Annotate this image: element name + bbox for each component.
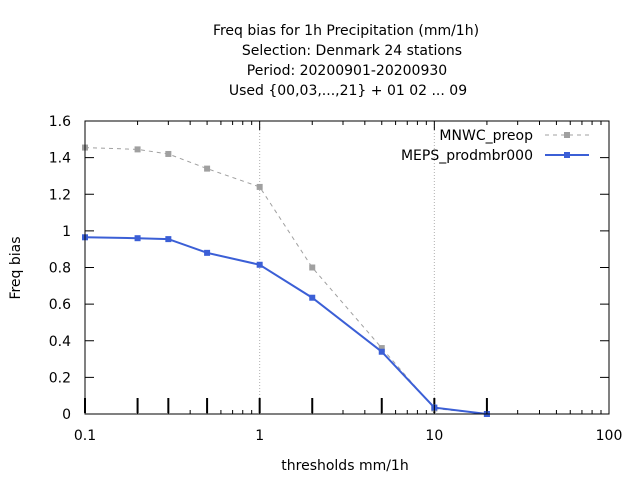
y-tick-label: 1 <box>62 224 71 240</box>
y-axis: 0 0.2 0.4 0.6 0.8 1 1.2 1.4 1.6 <box>49 114 609 423</box>
data-point <box>309 264 316 271</box>
y-tick-label: 1.4 <box>49 151 71 167</box>
x-tick-label: 10 <box>425 428 443 444</box>
data-point <box>204 249 211 256</box>
legend-label: MEPS_prodmbr000 <box>401 148 533 164</box>
series-layer <box>82 144 490 417</box>
y-tick-label: 1.2 <box>49 187 71 203</box>
y-tick-label: 0 <box>62 407 71 423</box>
x-axis: 0.1 1 10 100 <box>74 121 623 444</box>
chart-title: Freq bias for 1h Precipitation (mm/1h) S… <box>213 23 479 99</box>
data-point <box>165 150 172 157</box>
y-axis-label: Freq bias <box>8 236 24 299</box>
title-line-1: Freq bias for 1h Precipitation (mm/1h) <box>213 23 479 39</box>
data-point <box>256 183 263 190</box>
series-line <box>84 236 488 415</box>
y-tick-label: 0.2 <box>49 370 71 386</box>
title-line-3: Period: 20200901-20200930 <box>247 63 447 79</box>
series-MEPS_prodmbr000 <box>82 234 490 417</box>
data-point <box>309 294 316 301</box>
title-line-2: Selection: Denmark 24 stations <box>242 43 462 59</box>
data-point <box>204 165 211 172</box>
data-point <box>256 261 263 268</box>
x-tick-label: 100 <box>596 428 623 444</box>
data-point <box>134 146 141 153</box>
title-line-4: Used {00,03,...,21} + 01 02 ... 09 <box>229 83 467 99</box>
data-point <box>134 235 141 242</box>
x-tick-label: 1 <box>255 428 264 444</box>
legend-marker <box>564 132 570 138</box>
legend-marker <box>564 152 570 158</box>
x-tick-label: 0.1 <box>74 428 96 444</box>
y-tick-label: 0.4 <box>49 334 71 350</box>
data-point <box>378 345 385 352</box>
x-axis-label: thresholds mm/1h <box>281 458 408 474</box>
legend-label: MNWC_preop <box>439 128 533 144</box>
y-tick-label: 0.6 <box>49 297 71 313</box>
legend: MNWC_preop MEPS_prodmbr000 <box>401 128 589 164</box>
grid-lines <box>259 121 435 414</box>
y-tick-label: 0.8 <box>49 261 71 277</box>
data-point <box>378 348 385 355</box>
data-point <box>165 236 172 243</box>
y-tick-label: 1.6 <box>49 114 71 130</box>
plot-frame <box>84 120 610 415</box>
